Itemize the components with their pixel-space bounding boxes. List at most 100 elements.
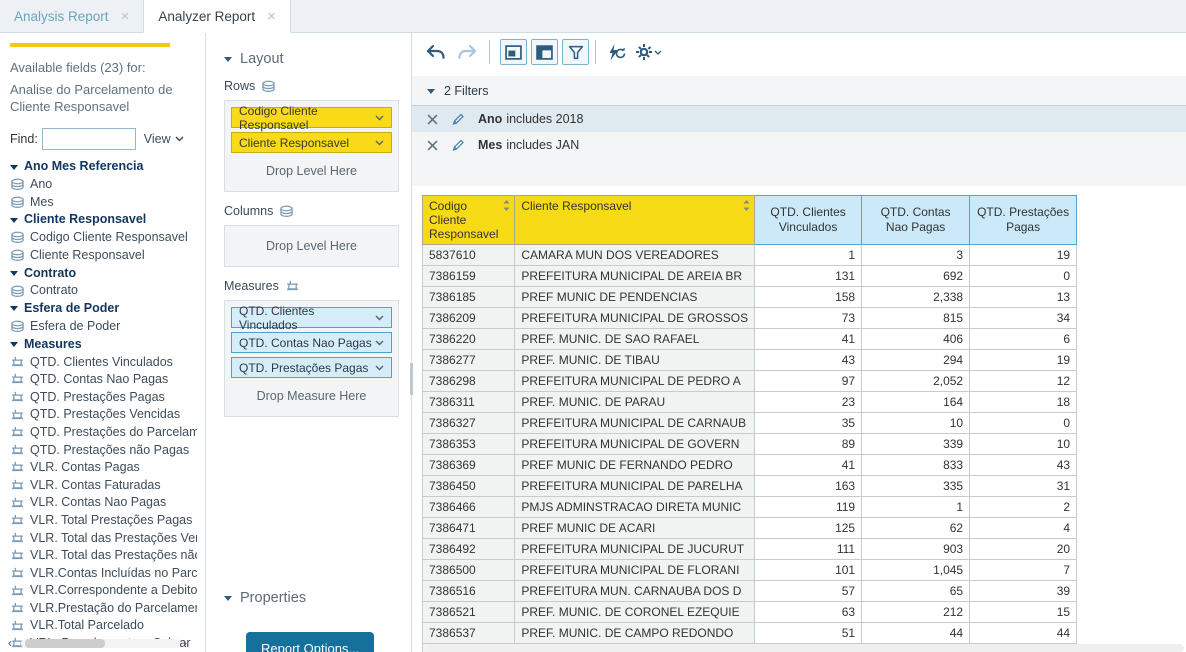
field-item[interactable]: VLR. Contas Nao Pagas bbox=[10, 494, 197, 512]
cell-value[interactable]: 212 bbox=[862, 602, 970, 623]
field-item[interactable]: VLR.Prestação do Parcelamento bbox=[10, 600, 197, 618]
cell-name[interactable]: PMJS ADMINSTRACAO DIRETA MUNIC bbox=[515, 497, 755, 518]
cell-name[interactable]: PREFEITURA MUNICIPAL DE JUCURUT bbox=[515, 539, 755, 560]
chevron-down-icon[interactable] bbox=[375, 115, 384, 121]
cell-value[interactable]: 12 bbox=[970, 371, 1077, 392]
cell-name[interactable]: PREFEITURA MUNICIPAL DE AREIA BR bbox=[515, 266, 755, 287]
remove-filter-icon[interactable] bbox=[427, 114, 438, 125]
cell-value[interactable]: 89 bbox=[755, 434, 862, 455]
cell-value[interactable]: 43 bbox=[970, 455, 1077, 476]
cell-value[interactable]: 1 bbox=[755, 245, 862, 266]
field-category-measures[interactable]: Measures bbox=[10, 336, 197, 354]
layout-section-header[interactable]: Layout bbox=[224, 51, 399, 67]
cell-value[interactable]: 164 bbox=[862, 392, 970, 413]
cell-value[interactable]: 13 bbox=[970, 287, 1077, 308]
cell-value[interactable]: 0 bbox=[970, 413, 1077, 434]
cell-value[interactable]: 31 bbox=[970, 476, 1077, 497]
cell-value[interactable]: 19 bbox=[970, 350, 1077, 371]
field-item[interactable]: VLR.Total Parcelado bbox=[10, 617, 197, 635]
cell-code[interactable]: 7386521 bbox=[423, 602, 515, 623]
columns-dropzone[interactable]: Drop Level Here bbox=[224, 225, 399, 267]
cell-value[interactable]: 34 bbox=[970, 308, 1077, 329]
field-item[interactable]: QTD. Prestações Pagas bbox=[10, 389, 197, 407]
field-item[interactable]: VLR. Contas Pagas bbox=[10, 459, 197, 477]
cell-code[interactable]: 7386209 bbox=[423, 308, 515, 329]
field-category-esfera-de-poder[interactable]: Esfera de Poder bbox=[10, 300, 197, 318]
cell-value[interactable]: 44 bbox=[862, 623, 970, 644]
field-category-ano-mes-referencia[interactable]: Ano Mes Referencia bbox=[10, 158, 197, 176]
layout-chip-qtd-contas-nao-pagas[interactable]: QTD. Contas Nao Pagas bbox=[231, 332, 392, 353]
properties-section-header[interactable]: Properties bbox=[224, 590, 399, 606]
cell-name[interactable]: PREFEITURA MUNICIPAL DE GOVERN bbox=[515, 434, 755, 455]
cell-code[interactable]: 7386185 bbox=[423, 287, 515, 308]
cell-code[interactable]: 7386450 bbox=[423, 476, 515, 497]
scroll-left-icon[interactable]: ‹ bbox=[8, 638, 18, 648]
layout-chip-cliente-responsavel[interactable]: Cliente Responsavel bbox=[231, 132, 392, 153]
field-item[interactable]: Ano bbox=[10, 176, 197, 194]
cell-value[interactable]: 406 bbox=[862, 329, 970, 350]
cell-value[interactable]: 15 bbox=[970, 602, 1077, 623]
cell-value[interactable]: 19 bbox=[970, 245, 1077, 266]
cell-name[interactable]: PREF. MUNIC. DE PARAU bbox=[515, 392, 755, 413]
cell-value[interactable]: 339 bbox=[862, 434, 970, 455]
cell-value[interactable]: 41 bbox=[755, 455, 862, 476]
field-item[interactable]: QTD. Prestações não Pagas bbox=[10, 442, 197, 460]
field-item[interactable]: Mes bbox=[10, 194, 197, 212]
cell-value[interactable]: 44 bbox=[970, 623, 1077, 644]
filter-row-ano[interactable]: Anoincludes 2018 bbox=[412, 105, 1186, 132]
field-item[interactable]: Esfera de Poder bbox=[10, 318, 197, 336]
field-item[interactable]: VLR. Total das Prestações não P bbox=[10, 547, 197, 565]
cell-value[interactable]: 111 bbox=[755, 539, 862, 560]
settings-gear-icon[interactable] bbox=[636, 44, 662, 60]
cell-name[interactable]: PREF. MUNIC. DE CAMPO REDONDO bbox=[515, 623, 755, 644]
cell-value[interactable]: 3 bbox=[862, 245, 970, 266]
field-category-contrato[interactable]: Contrato bbox=[10, 264, 197, 282]
cell-code[interactable]: 7386220 bbox=[423, 329, 515, 350]
cell-value[interactable]: 692 bbox=[862, 266, 970, 287]
cell-value[interactable]: 2,338 bbox=[862, 287, 970, 308]
cell-value[interactable]: 131 bbox=[755, 266, 862, 287]
column-header-codigo-cliente-responsavel[interactable]: Codigo Cliente Responsavel bbox=[423, 196, 515, 245]
cell-value[interactable]: 119 bbox=[755, 497, 862, 518]
toggle-layout-panel-button[interactable] bbox=[531, 39, 558, 65]
cell-code[interactable]: 5837610 bbox=[423, 245, 515, 266]
chevron-down-icon[interactable] bbox=[375, 340, 384, 346]
cell-name[interactable]: PREF. MUNIC. DE CORONEL EZEQUIE bbox=[515, 602, 755, 623]
scroll-right-icon[interactable]: › bbox=[183, 638, 193, 648]
column-header-qtd-presta-es-pagas[interactable]: QTD. Prestações Pagas bbox=[970, 196, 1077, 245]
field-item[interactable]: VLR. Contas Faturadas bbox=[10, 477, 197, 495]
sidebar-h-scrollbar[interactable]: ‹ › bbox=[8, 637, 193, 649]
cell-value[interactable]: 20 bbox=[970, 539, 1077, 560]
cell-value[interactable]: 35 bbox=[755, 413, 862, 434]
remove-filter-icon[interactable] bbox=[427, 140, 438, 151]
cell-value[interactable]: 0 bbox=[970, 266, 1077, 287]
tab-analyzer-report[interactable]: Analyzer Report× bbox=[143, 0, 291, 33]
cell-name[interactable]: PREF MUNIC DE PENDENCIAS bbox=[515, 287, 755, 308]
cell-value[interactable]: 73 bbox=[755, 308, 862, 329]
edit-filter-icon[interactable] bbox=[451, 113, 465, 126]
cell-value[interactable]: 97 bbox=[755, 371, 862, 392]
cell-code[interactable]: 7386500 bbox=[423, 560, 515, 581]
edit-filter-icon[interactable] bbox=[451, 139, 465, 152]
chevron-down-icon[interactable] bbox=[375, 315, 384, 321]
cell-value[interactable]: 158 bbox=[755, 287, 862, 308]
scrollbar-track[interactable] bbox=[21, 639, 180, 648]
tab-analysis-report[interactable]: Analysis Report× bbox=[0, 0, 143, 32]
cell-value[interactable]: 62 bbox=[862, 518, 970, 539]
cell-name[interactable]: PREF. MUNIC. DE TIBAU bbox=[515, 350, 755, 371]
view-menu[interactable]: View bbox=[144, 132, 184, 146]
cell-name[interactable]: PREFEITURA MUNICIPAL DE PARELHA bbox=[515, 476, 755, 497]
field-item[interactable]: VLR. Total das Prestações Venc bbox=[10, 530, 197, 548]
field-item[interactable]: Contrato bbox=[10, 282, 197, 300]
cell-value[interactable]: 51 bbox=[755, 623, 862, 644]
column-header-cliente-responsavel[interactable]: Cliente Responsavel bbox=[515, 196, 755, 245]
report-options-button[interactable]: Report Options... bbox=[246, 632, 374, 652]
cell-value[interactable]: 6 bbox=[970, 329, 1077, 350]
cell-value[interactable]: 2 bbox=[970, 497, 1077, 518]
cell-code[interactable]: 7386327 bbox=[423, 413, 515, 434]
cell-value[interactable]: 125 bbox=[755, 518, 862, 539]
field-item[interactable]: VLR.Correspondente a Debito a bbox=[10, 582, 197, 600]
cell-value[interactable]: 23 bbox=[755, 392, 862, 413]
measures-dropzone[interactable]: QTD. Clientes VinculadosQTD. Contas Nao … bbox=[224, 300, 399, 417]
rows-dropzone[interactable]: Codigo Cliente ResponsavelCliente Respon… bbox=[224, 100, 399, 192]
